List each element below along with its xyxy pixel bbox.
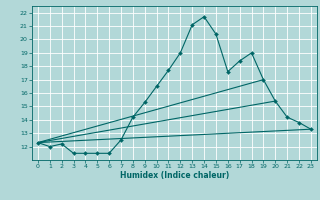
X-axis label: Humidex (Indice chaleur): Humidex (Indice chaleur) <box>120 171 229 180</box>
